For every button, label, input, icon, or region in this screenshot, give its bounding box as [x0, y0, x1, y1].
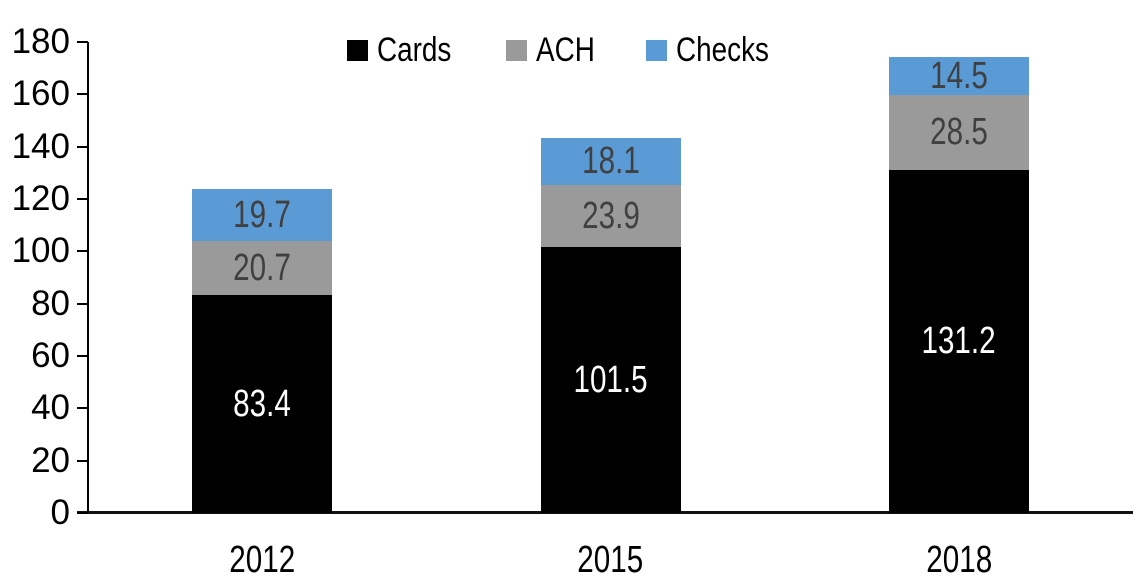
y-axis-tick [77, 302, 88, 305]
y-axis-tick [77, 198, 88, 200]
bar-segment-value-label: 28.5 [929, 111, 988, 154]
bar-segment-checks-2015: 18.1 [540, 137, 681, 185]
x-axis-label-text: 2018 [925, 539, 992, 581]
bar-segment-cards-2018: 131.2 [888, 169, 1029, 513]
bar-segment-cards-2015: 101.5 [540, 247, 681, 513]
y-axis-tick [77, 250, 88, 253]
bar-segment-value-label: 18.1 [581, 140, 640, 183]
bar-2018: 131.2 28.5 14.5 [888, 55, 1029, 513]
bar-segment-checks-2018: 14.5 [888, 55, 1029, 98]
bar-segment-value-label: 23.9 [581, 195, 640, 238]
y-axis-tick [77, 407, 88, 410]
bar-segment-value-label: 131.2 [921, 320, 996, 363]
y-axis-tick [77, 512, 88, 514]
y-axis-tick-label: 180 [11, 22, 70, 61]
x-axis-label-2018: 2018 [849, 541, 1069, 579]
legend-item-cards: Cards [347, 33, 468, 67]
bar-segment-value-label: 83.4 [233, 382, 292, 425]
legend-label-ach: ACH [535, 31, 595, 69]
bar-segment-checks-2012: 19.7 [192, 189, 333, 241]
y-axis-tick-label: 60 [31, 336, 70, 375]
x-axis-label-text: 2012 [229, 539, 296, 581]
legend: Cards ACH Checks [0, 31, 1136, 69]
legend-label-checks: Checks [675, 31, 769, 69]
y-axis-tick-label: 0 [50, 493, 70, 532]
y-axis-tick [77, 145, 88, 148]
y-axis-line [87, 42, 89, 514]
y-axis-tick-label: 120 [11, 179, 70, 218]
y-axis-tick-label: 140 [11, 126, 70, 166]
y-axis-tick-label: 40 [31, 388, 70, 428]
y-axis-tick [77, 459, 88, 462]
legend-label-cards: Cards [377, 31, 452, 69]
legend-item-checks: Checks [645, 31, 789, 69]
x-axis-label-text: 2015 [577, 539, 644, 581]
y-axis-tick [77, 93, 88, 96]
y-axis-tick-label: 100 [11, 231, 70, 271]
bar-segment-value-label: 20.7 [233, 246, 292, 289]
x-axis-label-2015: 2015 [501, 541, 721, 579]
x-axis-label-2012: 2012 [152, 541, 372, 579]
bar-segment-value-label: 19.7 [233, 193, 292, 236]
bar-2012: 83.4 20.7 19.7 [192, 189, 333, 513]
y-axis-tick-label: 160 [11, 74, 70, 114]
cards-swatch-icon [347, 39, 369, 61]
bar-segment-ach-2015: 23.9 [540, 184, 681, 248]
bar-segment-ach-2012: 20.7 [192, 240, 333, 295]
legend-item-ach: ACH [505, 31, 608, 69]
y-axis-tick [77, 41, 88, 43]
bar-segment-value-label: 101.5 [573, 359, 648, 402]
bar-segment-ach-2018: 28.5 [888, 95, 1029, 170]
y-axis-tick-label: 20 [31, 440, 70, 480]
checks-swatch-icon [645, 39, 667, 61]
bar-segment-cards-2012: 83.4 [192, 294, 333, 513]
y-axis-tick [77, 355, 88, 357]
bar-segment-value-label: 14.5 [929, 55, 988, 98]
bar-2015: 101.5 23.9 18.1 [540, 137, 681, 513]
ach-swatch-icon [505, 39, 527, 61]
y-axis-tick-label: 80 [31, 283, 70, 323]
